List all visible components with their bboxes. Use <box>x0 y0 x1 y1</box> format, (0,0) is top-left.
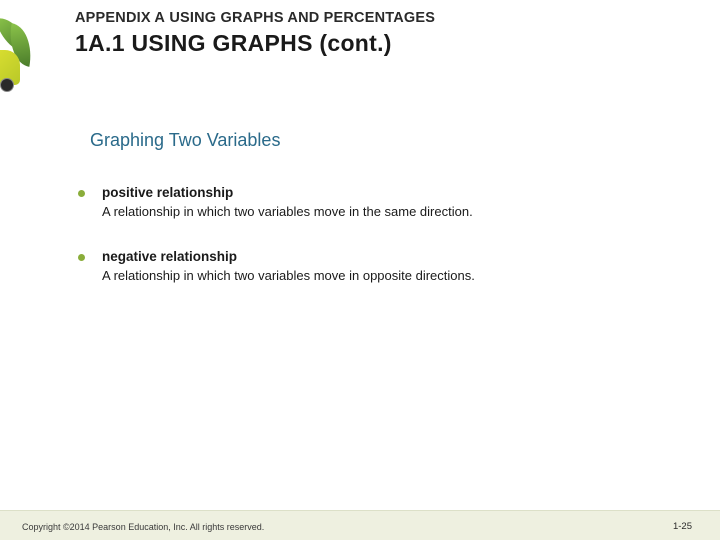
section-number: 1A.1 <box>75 30 125 56</box>
bullet-list: positive relationship A relationship in … <box>78 185 660 312</box>
definition-text: A relationship in which two variables mo… <box>102 203 660 221</box>
section-title-text: USING GRAPHS (cont.) <box>125 30 392 56</box>
appendix-label: APPENDIX A USING GRAPHS AND PERCENTAGES <box>75 10 690 26</box>
decorative-image <box>0 20 50 120</box>
bullet-icon <box>78 254 85 261</box>
appendix-bold-text: APPENDIX A <box>75 10 165 26</box>
bullet-icon <box>78 190 85 197</box>
term-label: positive relationship <box>102 185 660 200</box>
appendix-rest-text: USING GRAPHS AND PERCENTAGES <box>165 10 435 26</box>
slide-header: APPENDIX A USING GRAPHS AND PERCENTAGES … <box>75 10 690 57</box>
list-item: negative relationship A relationship in … <box>78 249 660 285</box>
copyright-text: Copyright ©2014 Pearson Education, Inc. … <box>22 522 264 532</box>
definition-text: A relationship in which two variables mo… <box>102 267 660 285</box>
list-item: positive relationship A relationship in … <box>78 185 660 221</box>
section-subtitle: Graphing Two Variables <box>90 130 280 151</box>
slide-footer: Copyright ©2014 Pearson Education, Inc. … <box>0 510 720 540</box>
section-title: 1A.1 USING GRAPHS (cont.) <box>75 30 690 57</box>
term-label: negative relationship <box>102 249 660 264</box>
page-number: 1-25 <box>673 521 692 532</box>
